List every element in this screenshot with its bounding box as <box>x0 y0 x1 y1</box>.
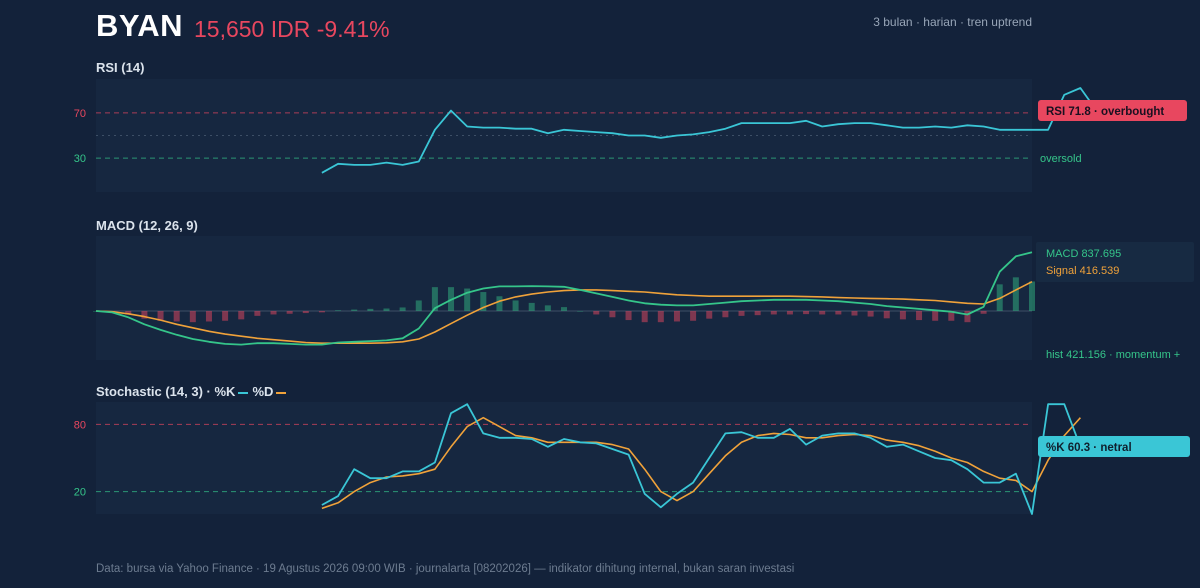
macd-hist-bar <box>528 302 535 311</box>
macd-plot-area <box>96 236 1032 360</box>
macd-hist-bar <box>980 310 987 314</box>
rsi-badge <box>1038 100 1187 121</box>
macd-hist-bar <box>883 310 890 319</box>
macd-hist-bar <box>141 310 148 319</box>
rsi-tick-70: 70 <box>74 108 86 120</box>
stoch-title-row: Stochastic (14, 3) · %K %D <box>96 384 290 399</box>
macd-hist-bar <box>932 310 939 321</box>
macd-hist-bar <box>867 310 874 317</box>
ticker-symbol: BYAN <box>96 8 183 43</box>
macd-hist-bar <box>351 309 358 311</box>
macd-hist-bar <box>851 310 858 316</box>
macd-hist-bar <box>173 310 180 322</box>
macd-hist-bar <box>754 310 761 316</box>
rsi-title: RSI (14) <box>96 60 145 75</box>
stoch-badge <box>1038 436 1190 457</box>
stoch-tick-80: 80 <box>74 419 86 431</box>
macd-hist-bar <box>738 310 745 316</box>
macd-hist-bar <box>302 310 309 314</box>
macd-hist-bar <box>125 310 132 315</box>
macd-hist-bar <box>819 310 826 315</box>
macd-hist-bar <box>786 310 793 315</box>
macd-hist-bar <box>1029 281 1035 311</box>
stoch-k-line <box>321 403 1082 515</box>
footer-source: Data: bursa via Yahoo Finance · 19 Agust… <box>96 563 795 575</box>
macd-hist-bar <box>383 308 390 311</box>
macd-hist-bar <box>673 310 680 322</box>
macd-hist-bar <box>480 292 487 311</box>
rsi-badge-label: RSI 71.8 · overbought <box>1046 106 1164 118</box>
macd-hist-bar <box>577 310 584 312</box>
stoch-d-line <box>321 416 1081 510</box>
macd-hist-bar <box>496 296 503 311</box>
stoch-badge-label: %K 60.3 · netral <box>1046 442 1132 454</box>
macd-hist-bar <box>189 310 196 323</box>
macd-hist-bar <box>431 287 438 311</box>
rsi-tick-30: 30 <box>74 153 86 165</box>
macd-hist-bar <box>657 310 664 323</box>
rsi-line <box>321 87 1098 174</box>
macd-hist-bar <box>916 310 923 321</box>
macd-hist-bar <box>286 310 293 314</box>
chart-meta: 3 bulan · harian · tren uptrend <box>873 15 1032 29</box>
stoch-tick-20: 20 <box>74 487 86 499</box>
macd-hist-bar <box>415 300 422 311</box>
macd-hist-bar <box>222 310 229 321</box>
macd-hist-bar <box>690 310 697 321</box>
macd-hist-bar <box>544 305 551 311</box>
macd-hist-bar <box>157 310 164 321</box>
price-change: 15,650 IDR -9.41% <box>194 16 390 42</box>
macd-hist-bar <box>835 310 842 315</box>
macd-signal-line <box>95 280 1033 345</box>
macd-hist-bar <box>464 288 471 311</box>
macd-hist-bar <box>254 310 261 316</box>
macd-line <box>95 251 1033 346</box>
stoch-title: Stochastic (14, 3) · %K <box>96 384 236 399</box>
macd-hist-bar <box>335 310 342 311</box>
macd-hist-bar <box>1012 277 1019 311</box>
macd-hist-bar <box>625 310 632 321</box>
macd-hist-bar <box>238 310 245 320</box>
macd-hist-bar <box>722 310 729 318</box>
stoch-plot-area <box>96 402 1032 514</box>
macd-hist-bar <box>593 310 600 315</box>
macd-hist-bar <box>609 310 616 318</box>
macd-hist-bar <box>948 310 955 321</box>
macd-hist-bar <box>367 308 374 311</box>
macd-hist-bar <box>899 310 906 320</box>
macd-hist-bar <box>964 310 971 323</box>
d-legend-swatch <box>276 391 287 394</box>
macd-hist-bar <box>641 310 648 323</box>
macd-value-box <box>1036 242 1194 282</box>
macd-hist-bar <box>512 300 519 311</box>
macd-hist-bar <box>706 310 713 319</box>
k-legend-swatch <box>238 391 249 394</box>
macd-hist-bar <box>561 307 567 311</box>
hist-value-label: hist 421.156 · momentum + <box>1046 349 1180 361</box>
d-legend-label: %D <box>252 384 274 399</box>
macd-hist-bar <box>318 310 325 313</box>
rsi-oversold-label: oversold <box>1040 153 1082 165</box>
macd-hist-bar <box>770 310 777 315</box>
macd-hist-bar <box>399 307 406 311</box>
macd-value-label: MACD 837.695 <box>1046 248 1121 260</box>
macd-title: MACD (12, 26, 9) <box>96 218 198 233</box>
macd-hist-bar <box>803 310 810 315</box>
signal-value-label: Signal 416.539 <box>1046 265 1119 277</box>
macd-hist-bar <box>270 310 277 315</box>
macd-hist-bar <box>205 310 212 322</box>
